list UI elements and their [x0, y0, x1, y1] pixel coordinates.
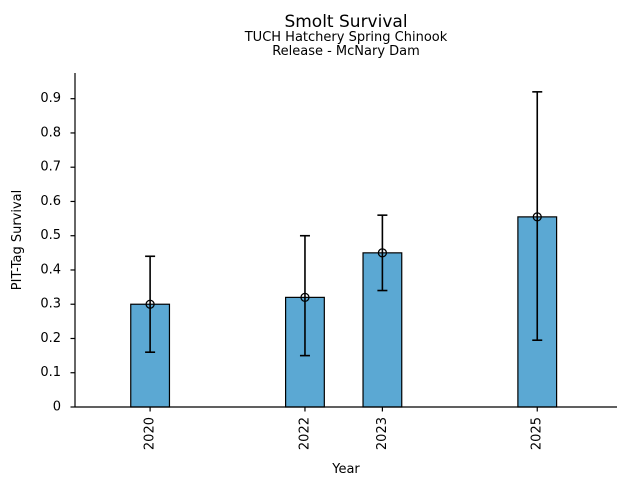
y-tick-label: 0.7 — [40, 160, 61, 175]
y-tick-label: 0.5 — [40, 228, 61, 243]
chart-subtitle-line2: Release - McNary Dam — [272, 44, 420, 59]
open-circle-marker-2020 — [145, 299, 155, 309]
open-circle-marker-2022 — [300, 292, 310, 303]
open-circle-marker-2023 — [377, 248, 388, 258]
x-tick-label: 2022 — [297, 417, 312, 450]
y-tick-label: 0 — [53, 400, 61, 415]
open-circle-marker-2025 — [532, 212, 542, 222]
y-tick-label: 0.6 — [40, 194, 61, 209]
chart-subtitle-line1: TUCH Hatchery Spring Chinook — [244, 30, 448, 45]
chart-title: Smolt Survival — [284, 12, 407, 32]
x-tick-label: 2020 — [143, 417, 158, 450]
x-tick-label: 2023 — [375, 417, 390, 450]
y-tick-label: 0.3 — [40, 297, 61, 312]
y-tick-label: 0.1 — [40, 365, 61, 380]
x-axis-label: Year — [331, 462, 360, 477]
y-tick-label: 0.4 — [40, 262, 61, 277]
y-tick-label: 0.2 — [40, 331, 61, 346]
y-tick-label: 0.8 — [40, 125, 61, 140]
plot-area: 0 0.1 0.2 0.3 0.4 0.5 0.6 0.7 0.8 0.9 2020 2022 2023… — [40, 73, 617, 450]
y-axis-label: PIT-Tag Survival — [10, 190, 25, 290]
y-tick-label: 0.9 — [40, 91, 61, 106]
x-tick-label: 2025 — [530, 417, 545, 450]
